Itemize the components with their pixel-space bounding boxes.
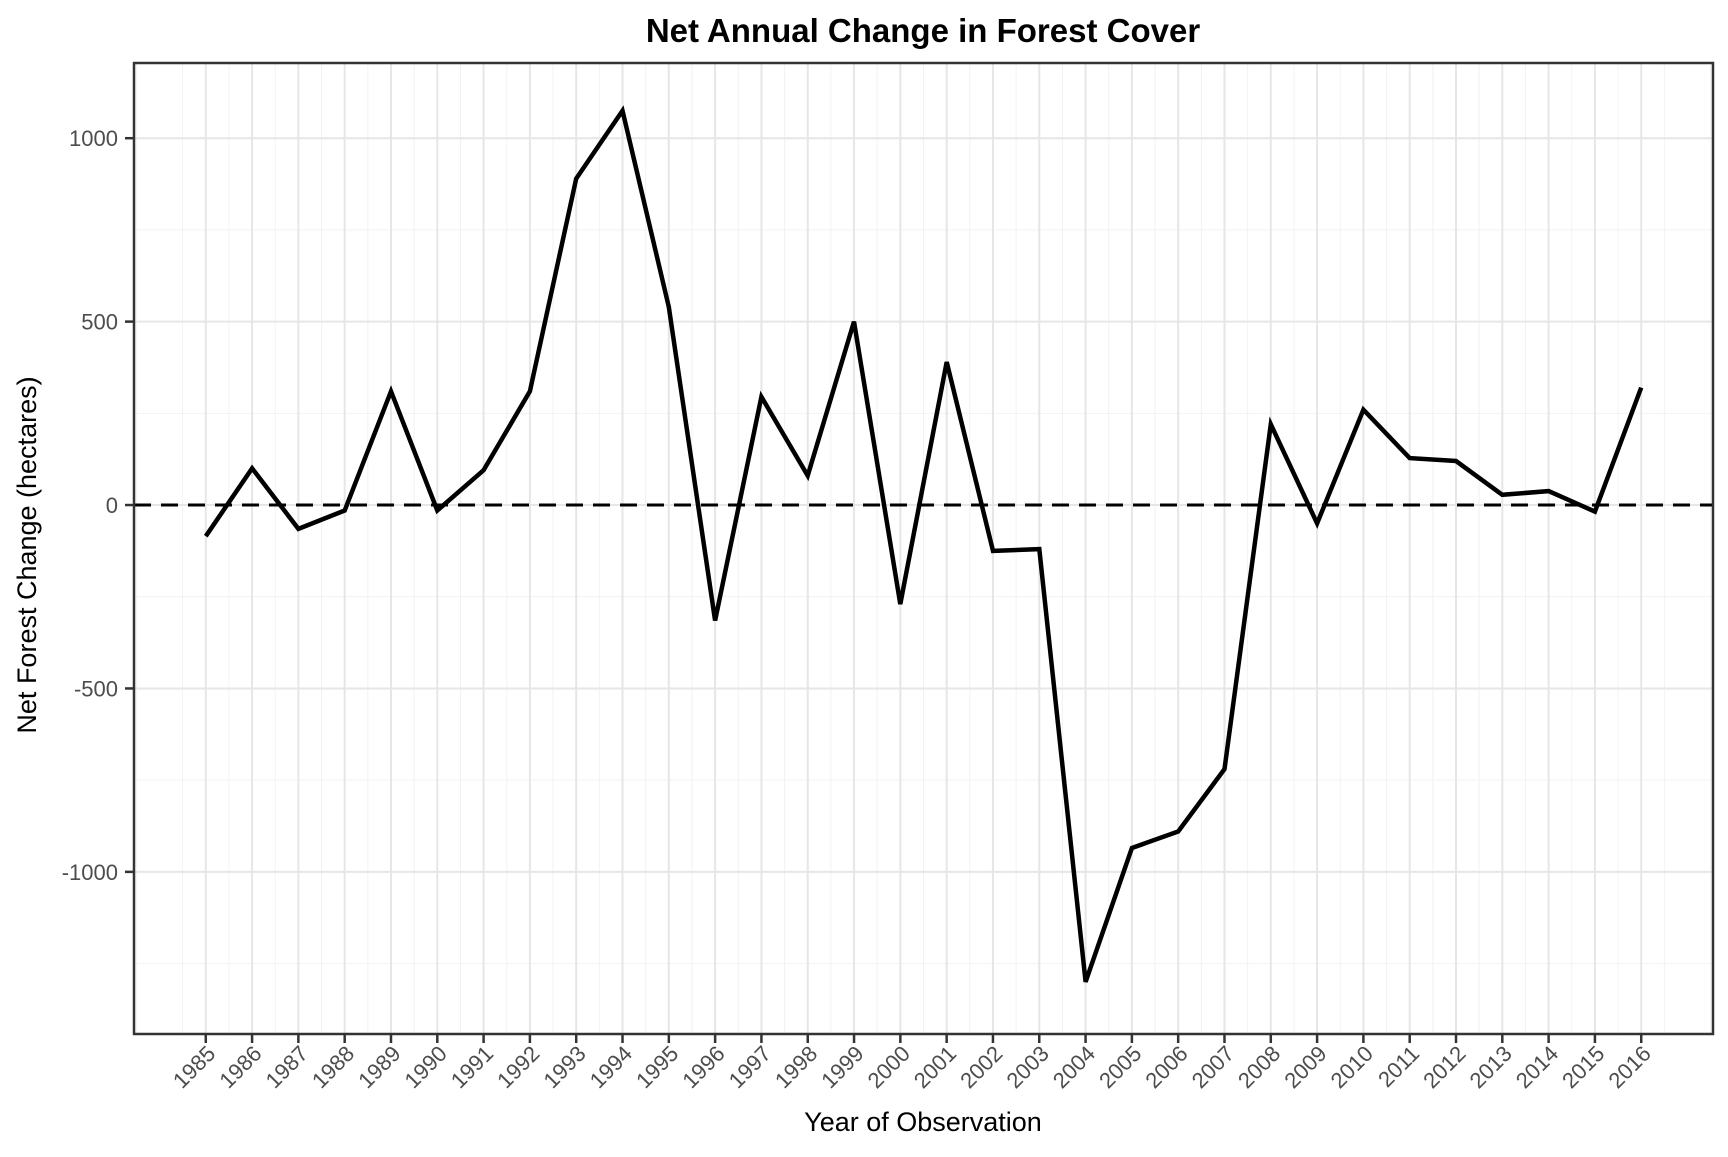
major-gridlines	[134, 63, 1713, 1034]
y-axis-tick-labels: 1000 500 0 -500 -1000	[62, 126, 118, 885]
data-line	[203, 105, 1644, 983]
x-axis-title: Year of Observation	[804, 1107, 1042, 1137]
panel-border	[132, 61, 1715, 1036]
axis-tick-marks	[125, 136, 1643, 1043]
y-tick-label: -500	[74, 676, 118, 701]
y-axis-title: Net Forest Change (hectares)	[12, 376, 42, 733]
chart-title: Net Annual Change in Forest Cover	[646, 12, 1201, 49]
y-tick-label: 500	[81, 310, 118, 335]
y-tick-label: 0	[106, 493, 118, 518]
y-tick-label: -1000	[62, 860, 118, 885]
y-tick-label: 1000	[69, 126, 118, 151]
